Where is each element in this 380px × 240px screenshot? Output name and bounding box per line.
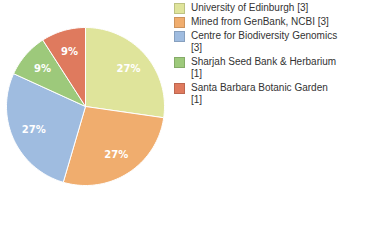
- svg-text:27%: 27%: [104, 149, 128, 160]
- svg-text:27%: 27%: [22, 124, 46, 135]
- html-text:University of Edinburgh [3]: University of Edinburgh [3]: [191, 2, 309, 13]
- html-text:Sharjah Seed Bank & Herbarium: Sharjah Seed Bank & Herbarium [1]: [191, 56, 337, 79]
- svg-text:9%: 9%: [34, 63, 51, 74]
- svg-text:9%: 9%: [61, 46, 78, 57]
- html-text:Mined from GenBank, NCBI [3]: Mined from GenBank, NCBI [3]: [191, 16, 329, 27]
- html-text:Centre for Biodiversity Genomi: Centre for Biodiversity Genomics [3]: [191, 30, 338, 53]
- html-text:Santa Barbara Botanic Garden [: Santa Barbara Botanic Garden [1]: [191, 82, 328, 105]
- svg-text:27%: 27%: [117, 63, 141, 74]
